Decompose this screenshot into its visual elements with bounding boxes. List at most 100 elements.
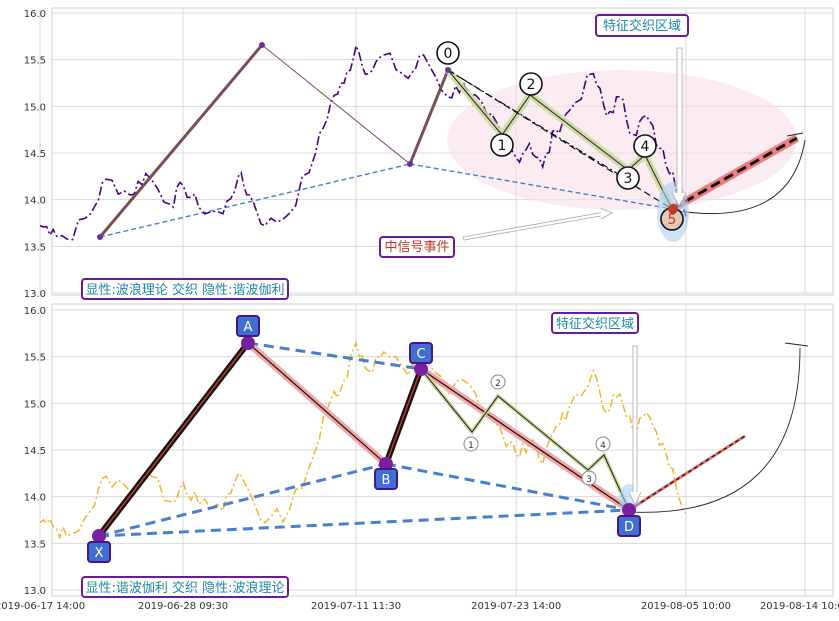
small-wave-label-4: 4 bbox=[595, 436, 611, 452]
pivot-c bbox=[414, 362, 428, 376]
pivot-b bbox=[379, 457, 393, 471]
wave-segment-c bbox=[408, 69, 450, 165]
svg-text:3: 3 bbox=[624, 171, 633, 187]
svg-text:2: 2 bbox=[495, 379, 501, 389]
pivot-dot bbox=[407, 161, 413, 167]
x-tick-label: 2019-08-14 10:00 bbox=[760, 601, 839, 612]
svg-text:B: B bbox=[382, 473, 391, 488]
support-line-right bbox=[409, 163, 673, 210]
pivot-dot bbox=[445, 67, 451, 73]
svg-text:5: 5 bbox=[668, 212, 677, 228]
svg-text:特征交织区域: 特征交织区域 bbox=[603, 18, 681, 34]
svg-text:4: 4 bbox=[600, 441, 606, 451]
impulse-wave-line bbox=[447, 69, 673, 210]
wave-label-0: 0 bbox=[436, 41, 460, 65]
feature-arrow-head bbox=[671, 192, 687, 207]
svg-text:3: 3 bbox=[586, 475, 592, 485]
y-tick-label: 15.0 bbox=[24, 399, 46, 410]
pivot-a bbox=[241, 336, 255, 350]
y-tick-label: 16.0 bbox=[24, 306, 46, 317]
harmonic-label-d: D bbox=[617, 515, 641, 537]
pivot-dot bbox=[97, 234, 103, 240]
top-y-axis: 13.0 13.5 14.0 14.5 15.0 15.5 16.0 bbox=[24, 9, 46, 300]
y-tick-label: 15.0 bbox=[24, 102, 46, 113]
bottom-arc bbox=[628, 347, 801, 513]
bottom-y-axis: 13.0 13.5 14.0 14.5 15.0 15.5 16.0 bbox=[24, 306, 46, 597]
harmonic-label-b: B bbox=[374, 468, 398, 490]
svg-text:A: A bbox=[244, 320, 253, 335]
pivot-x bbox=[92, 529, 106, 543]
y-tick-label: 14.5 bbox=[24, 149, 46, 160]
svg-text:X: X bbox=[95, 546, 104, 561]
pivot-dot bbox=[259, 42, 265, 48]
y-tick-label: 13.0 bbox=[24, 586, 46, 597]
bottom-wave-line bbox=[420, 368, 630, 511]
arc-tick bbox=[786, 132, 804, 137]
y-tick-label: 14.5 bbox=[24, 446, 46, 457]
small-wave-label-1: 1 bbox=[463, 436, 479, 452]
projection-arc bbox=[671, 139, 806, 214]
svg-text:0: 0 bbox=[444, 46, 453, 62]
svg-text:1: 1 bbox=[468, 441, 474, 451]
bottom-arc-tick bbox=[784, 342, 809, 347]
feature-arrow-shaft bbox=[676, 47, 683, 197]
point-5-dot bbox=[668, 204, 678, 214]
wave-label-5: 5 bbox=[660, 207, 684, 231]
leg-cd bbox=[420, 368, 630, 511]
wave-segment-a bbox=[98, 44, 264, 238]
svg-text:2: 2 bbox=[527, 77, 536, 93]
feature-zone-ellipse bbox=[447, 70, 797, 210]
leg-bc-core bbox=[385, 368, 422, 465]
feature-zone-label-bottom: 特征交织区域 bbox=[551, 312, 639, 334]
y-tick-label: 15.5 bbox=[24, 56, 46, 67]
pivot-d bbox=[622, 503, 636, 517]
signal-event-label: 中信号事件 bbox=[379, 236, 455, 258]
svg-text:特征交织区域: 特征交织区域 bbox=[556, 316, 634, 332]
support-line-left bbox=[99, 163, 411, 238]
harmonic-label-c: C bbox=[409, 342, 433, 364]
x-axis: 2019-06-17 14:00 2019-06-28 09:30 2019-07-… bbox=[0, 601, 839, 612]
wave-label-2: 2 bbox=[519, 72, 543, 96]
top-price-line bbox=[39, 42, 687, 241]
bottom-projection-line bbox=[628, 435, 746, 511]
bottom-feature-arrow-head bbox=[628, 491, 642, 506]
y-tick-label: 13.0 bbox=[24, 289, 46, 300]
x-tick-label: 2019-07-11 11:30 bbox=[311, 601, 401, 612]
x-tick-label: 2019-06-28 09:30 bbox=[138, 601, 228, 612]
y-tick-label: 15.5 bbox=[24, 353, 46, 364]
feature-zone-label-top: 特征交织区域 bbox=[595, 14, 689, 37]
y-tick-label: 16.0 bbox=[24, 9, 46, 20]
y-tick-label: 14.0 bbox=[24, 196, 46, 207]
svg-text:C: C bbox=[416, 347, 425, 362]
wave-label-4: 4 bbox=[633, 134, 657, 158]
top-caption: 显性:波浪理论 交织 隐性:谐波伽利 bbox=[81, 278, 289, 300]
x-tick-label: 2019-06-17 14:00 bbox=[0, 601, 85, 612]
wave-label-1: 1 bbox=[490, 133, 514, 157]
svg-text:D: D bbox=[624, 520, 634, 535]
svg-text:中信号事件: 中信号事件 bbox=[384, 240, 449, 255]
x-tick-label: 2019-08-05 10:00 bbox=[641, 601, 731, 612]
small-wave-label-3: 3 bbox=[581, 470, 597, 486]
harmonic-label-x: X bbox=[87, 541, 111, 563]
wave-label-3: 3 bbox=[616, 166, 640, 190]
svg-text:1: 1 bbox=[498, 138, 507, 154]
harmonic-label-a: A bbox=[236, 315, 260, 337]
svg-text:4: 4 bbox=[641, 139, 650, 155]
x-tick-label: 2019-07-23 14:00 bbox=[471, 601, 561, 612]
y-tick-label: 13.5 bbox=[24, 242, 46, 253]
signal-arrow-head bbox=[599, 207, 613, 220]
bottom-caption: 显性:谐波伽利 交织 隐性:波浪理论 bbox=[81, 576, 289, 598]
small-wave-label-2: 2 bbox=[490, 374, 506, 390]
bottom-feature-arrow bbox=[632, 345, 638, 495]
wave-segment-b bbox=[261, 44, 411, 165]
svg-text:显性:谐波伽利 交织 隐性:波浪理论: 显性:谐波伽利 交织 隐性:波浪理论 bbox=[85, 580, 284, 596]
leg-ab bbox=[247, 342, 387, 465]
y-tick-label: 13.5 bbox=[24, 539, 46, 550]
leg-xa-core bbox=[98, 342, 249, 537]
projection-line bbox=[671, 136, 798, 211]
y-tick-label: 14.0 bbox=[24, 493, 46, 504]
svg-text:显性:波浪理论 交织 隐性:谐波伽利: 显性:波浪理论 交织 隐性:谐波伽利 bbox=[85, 282, 284, 298]
bottom-price-line bbox=[39, 340, 687, 540]
